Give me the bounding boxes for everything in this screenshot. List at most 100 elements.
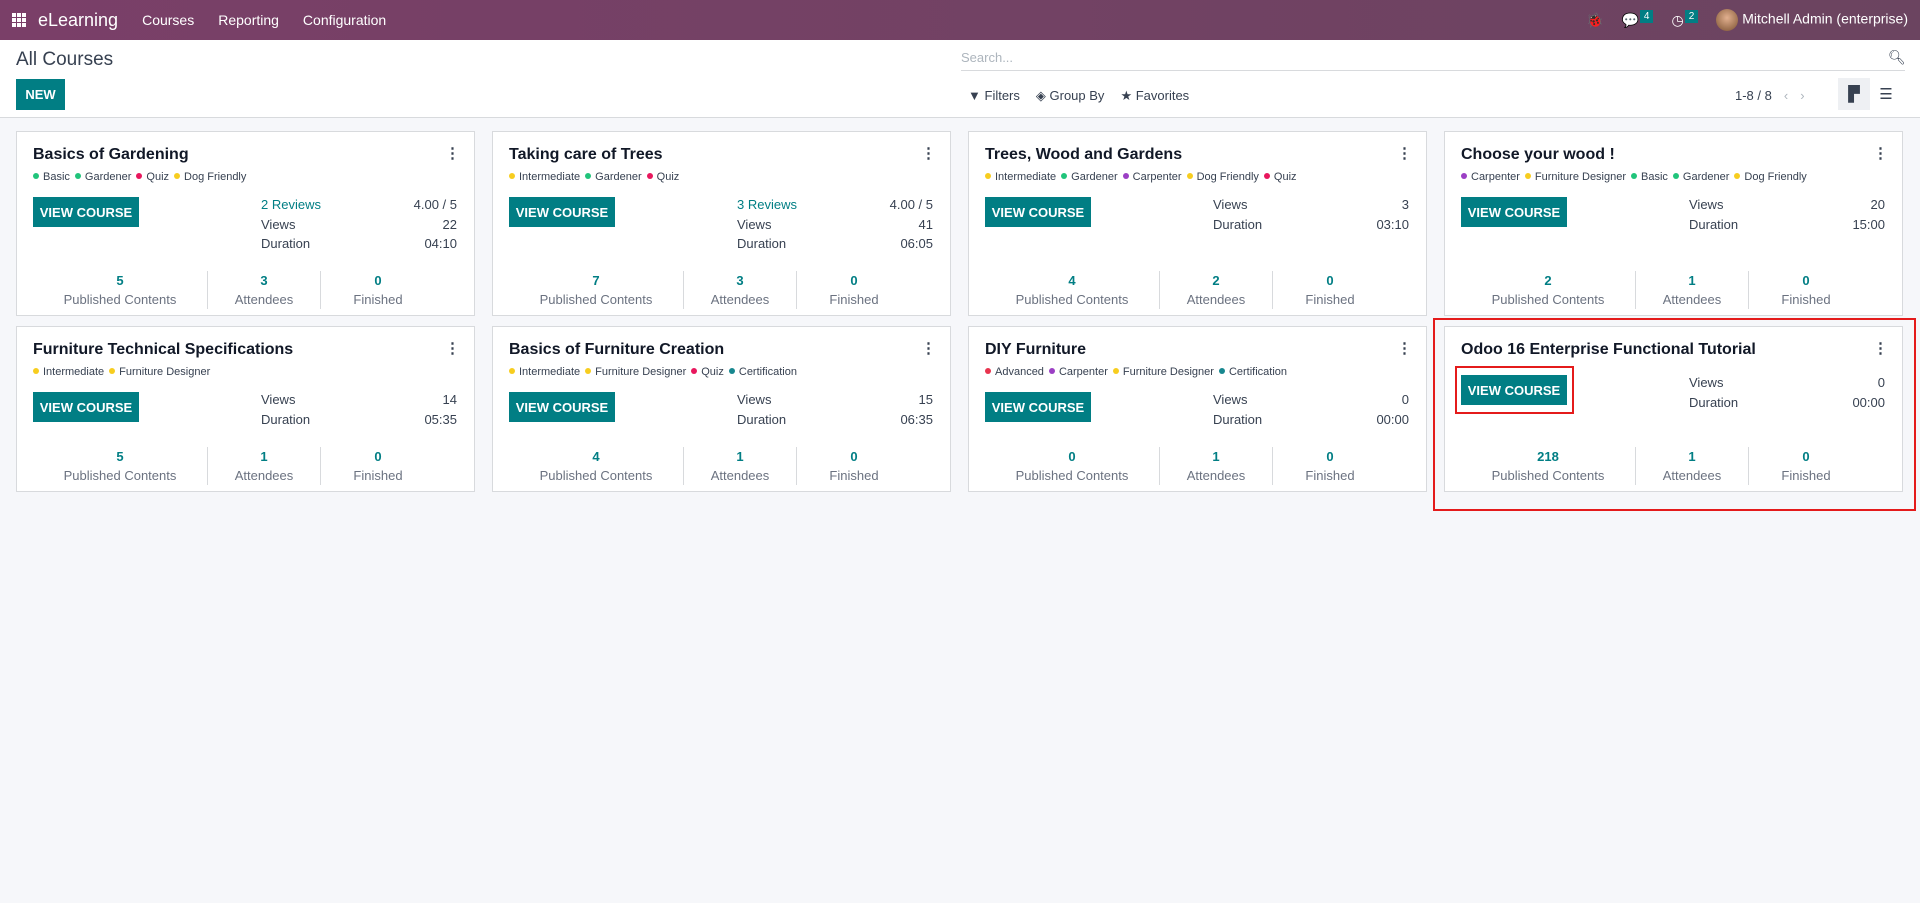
course-tag: Certification (729, 366, 797, 380)
debug-bug-icon[interactable]: 🐞 (1586, 11, 1604, 28)
view-course-button[interactable]: VIEW COURSE (33, 197, 139, 227)
finished[interactable]: 0 Finished (321, 447, 435, 485)
finished[interactable]: 0 Finished (797, 271, 911, 309)
pager-value[interactable]: 1-8 / 8 (1735, 88, 1772, 103)
views-value: 0 (1877, 375, 1885, 390)
user-menu[interactable]: Mitchell Admin (enterprise) (1716, 9, 1908, 31)
duration-label: Duration (1213, 411, 1263, 427)
pager-prev-icon[interactable]: ‹ (1783, 88, 1789, 103)
view-course-button[interactable]: VIEW COURSE (1461, 197, 1567, 227)
course-title[interactable]: Odoo 16 Enterprise Functional Tutorial (1461, 341, 1756, 358)
apps-menu-icon[interactable] (12, 13, 26, 27)
course-card[interactable]: Odoo 16 Enterprise Functional Tutorial ⋮… (1444, 326, 1903, 492)
menu-reporting[interactable]: Reporting (218, 12, 279, 28)
published-contents[interactable]: 4 Published Contents (509, 447, 683, 485)
course-title[interactable]: DIY Furniture (985, 341, 1087, 358)
finished-label: Finished (1305, 468, 1355, 483)
finished[interactable]: 0 Finished (1749, 271, 1863, 309)
course-title[interactable]: Trees, Wood and Gardens (985, 146, 1183, 163)
finished-label: Finished (1781, 292, 1831, 307)
more-options-icon[interactable]: ⋮ (1873, 340, 1888, 357)
course-footer: 2 Published Contents 1 Attendees 0 Finished (1461, 271, 1885, 309)
attendees[interactable]: 3 Attendees (207, 271, 321, 309)
published-contents[interactable]: 218 Published Contents (1461, 447, 1635, 485)
more-options-icon[interactable]: ⋮ (445, 340, 460, 357)
published-contents[interactable]: 0 Published Contents (985, 447, 1159, 485)
search-icon[interactable]: 🔍︎ (1888, 49, 1906, 65)
more-options-icon[interactable]: ⋮ (445, 145, 460, 162)
views-value: 3 (1401, 197, 1409, 212)
published-label: Published Contents (1491, 468, 1605, 483)
course-title[interactable]: Basics of Gardening (33, 146, 189, 163)
finished-label: Finished (829, 468, 879, 483)
finished[interactable]: 0 Finished (797, 447, 911, 485)
course-card[interactable]: Furniture Technical Specifications ⋮ Int… (16, 326, 475, 492)
course-card[interactable]: DIY Furniture ⋮ Advanced Carpenter Furnitu… (968, 326, 1427, 492)
finished[interactable]: 0 Finished (1749, 447, 1863, 485)
more-options-icon[interactable]: ⋮ (1397, 145, 1412, 162)
activities-button[interactable]: ◷ 2 (1671, 9, 1699, 29)
finished[interactable]: 0 Finished (1273, 447, 1387, 485)
published-contents[interactable]: 5 Published Contents (33, 271, 207, 309)
new-button[interactable]: NEW (16, 79, 65, 110)
course-title[interactable]: Choose your wood ! (1461, 146, 1615, 163)
course-tag: Gardener (585, 171, 641, 185)
published-contents[interactable]: 5 Published Contents (33, 447, 207, 485)
published-contents[interactable]: 2 Published Contents (1461, 271, 1635, 309)
attendees[interactable]: 1 Attendees (1635, 271, 1749, 309)
more-options-icon[interactable]: ⋮ (1397, 340, 1412, 357)
course-card[interactable]: Taking care of Trees ⋮ Intermediate Garde… (492, 131, 951, 316)
attendees[interactable]: 1 Attendees (1635, 447, 1749, 485)
course-stats: Views 15 Duration 06:35 (737, 392, 933, 431)
course-card[interactable]: Basics of Furniture Creation ⋮ Intermedi… (492, 326, 951, 492)
course-card[interactable]: Trees, Wood and Gardens ⋮ Intermediate Ga… (968, 131, 1427, 316)
course-title[interactable]: Basics of Furniture Creation (509, 341, 725, 358)
views-value: 20 (1870, 197, 1885, 212)
attendees-count: 3 (736, 273, 744, 288)
attendees[interactable]: 1 Attendees (1159, 447, 1273, 485)
attendees[interactable]: 1 Attendees (683, 447, 797, 485)
published-contents[interactable]: 7 Published Contents (509, 271, 683, 309)
view-course-button[interactable]: VIEW COURSE (985, 197, 1091, 227)
finished-count: 0 (850, 449, 858, 464)
messages-button[interactable]: 💬 4 (1621, 9, 1654, 29)
filters-button[interactable]: ▼ Filters (968, 88, 1020, 104)
app-brand[interactable]: eLearning (38, 9, 119, 30)
duration-value: 03:10 (1376, 216, 1409, 232)
kanban-view-button[interactable]: ▛ (1838, 78, 1870, 110)
published-contents[interactable]: 4 Published Contents (985, 271, 1159, 309)
reviews-link[interactable]: 2 Reviews (261, 197, 321, 212)
view-course-button[interactable]: VIEW COURSE (985, 392, 1091, 422)
finished[interactable]: 0 Finished (1273, 271, 1387, 309)
view-course-button[interactable]: VIEW COURSE (1461, 375, 1567, 405)
group-by-button[interactable]: ◈ Group By (1036, 88, 1105, 104)
course-card[interactable]: Choose your wood ! ⋮ Carpenter Furniture … (1444, 131, 1903, 316)
course-footer: 0 Published Contents 1 Attendees 0 Finished (985, 447, 1409, 485)
attendees[interactable]: 1 Attendees (207, 447, 321, 485)
attendees[interactable]: 2 Attendees (1159, 271, 1273, 309)
course-title[interactable]: Taking care of Trees (509, 146, 663, 163)
course-footer: 4 Published Contents 2 Attendees 0 Finished (985, 271, 1409, 309)
favorites-button[interactable]: ★ Favorites (1120, 88, 1189, 104)
view-course-button[interactable]: VIEW COURSE (33, 392, 139, 422)
finished-count: 0 (1802, 449, 1810, 464)
course-title[interactable]: Furniture Technical Specifications (33, 341, 294, 358)
view-course-button[interactable]: VIEW COURSE (509, 197, 615, 227)
pager-next-icon[interactable]: › (1800, 88, 1805, 103)
attendees-count: 2 (1212, 273, 1220, 288)
published-count: 5 (116, 273, 124, 288)
attendees[interactable]: 3 Attendees (683, 271, 797, 309)
course-tag: Gardener (1673, 171, 1729, 185)
menu-configuration[interactable]: Configuration (302, 12, 387, 28)
list-view-button[interactable]: ☰ (1870, 78, 1902, 110)
course-card[interactable]: Basics of Gardening ⋮ Basic Gardener Quiz D… (16, 131, 475, 316)
more-options-icon[interactable]: ⋮ (1873, 145, 1888, 162)
more-options-icon[interactable]: ⋮ (921, 340, 936, 357)
finished[interactable]: 0 Finished (321, 271, 435, 309)
course-tag: Quiz (647, 171, 680, 185)
search-input[interactable] (961, 45, 1905, 71)
reviews-link[interactable]: 3 Reviews (737, 197, 797, 212)
more-options-icon[interactable]: ⋮ (921, 145, 936, 162)
menu-courses[interactable]: Courses (142, 12, 195, 28)
view-course-button[interactable]: VIEW COURSE (509, 392, 615, 422)
